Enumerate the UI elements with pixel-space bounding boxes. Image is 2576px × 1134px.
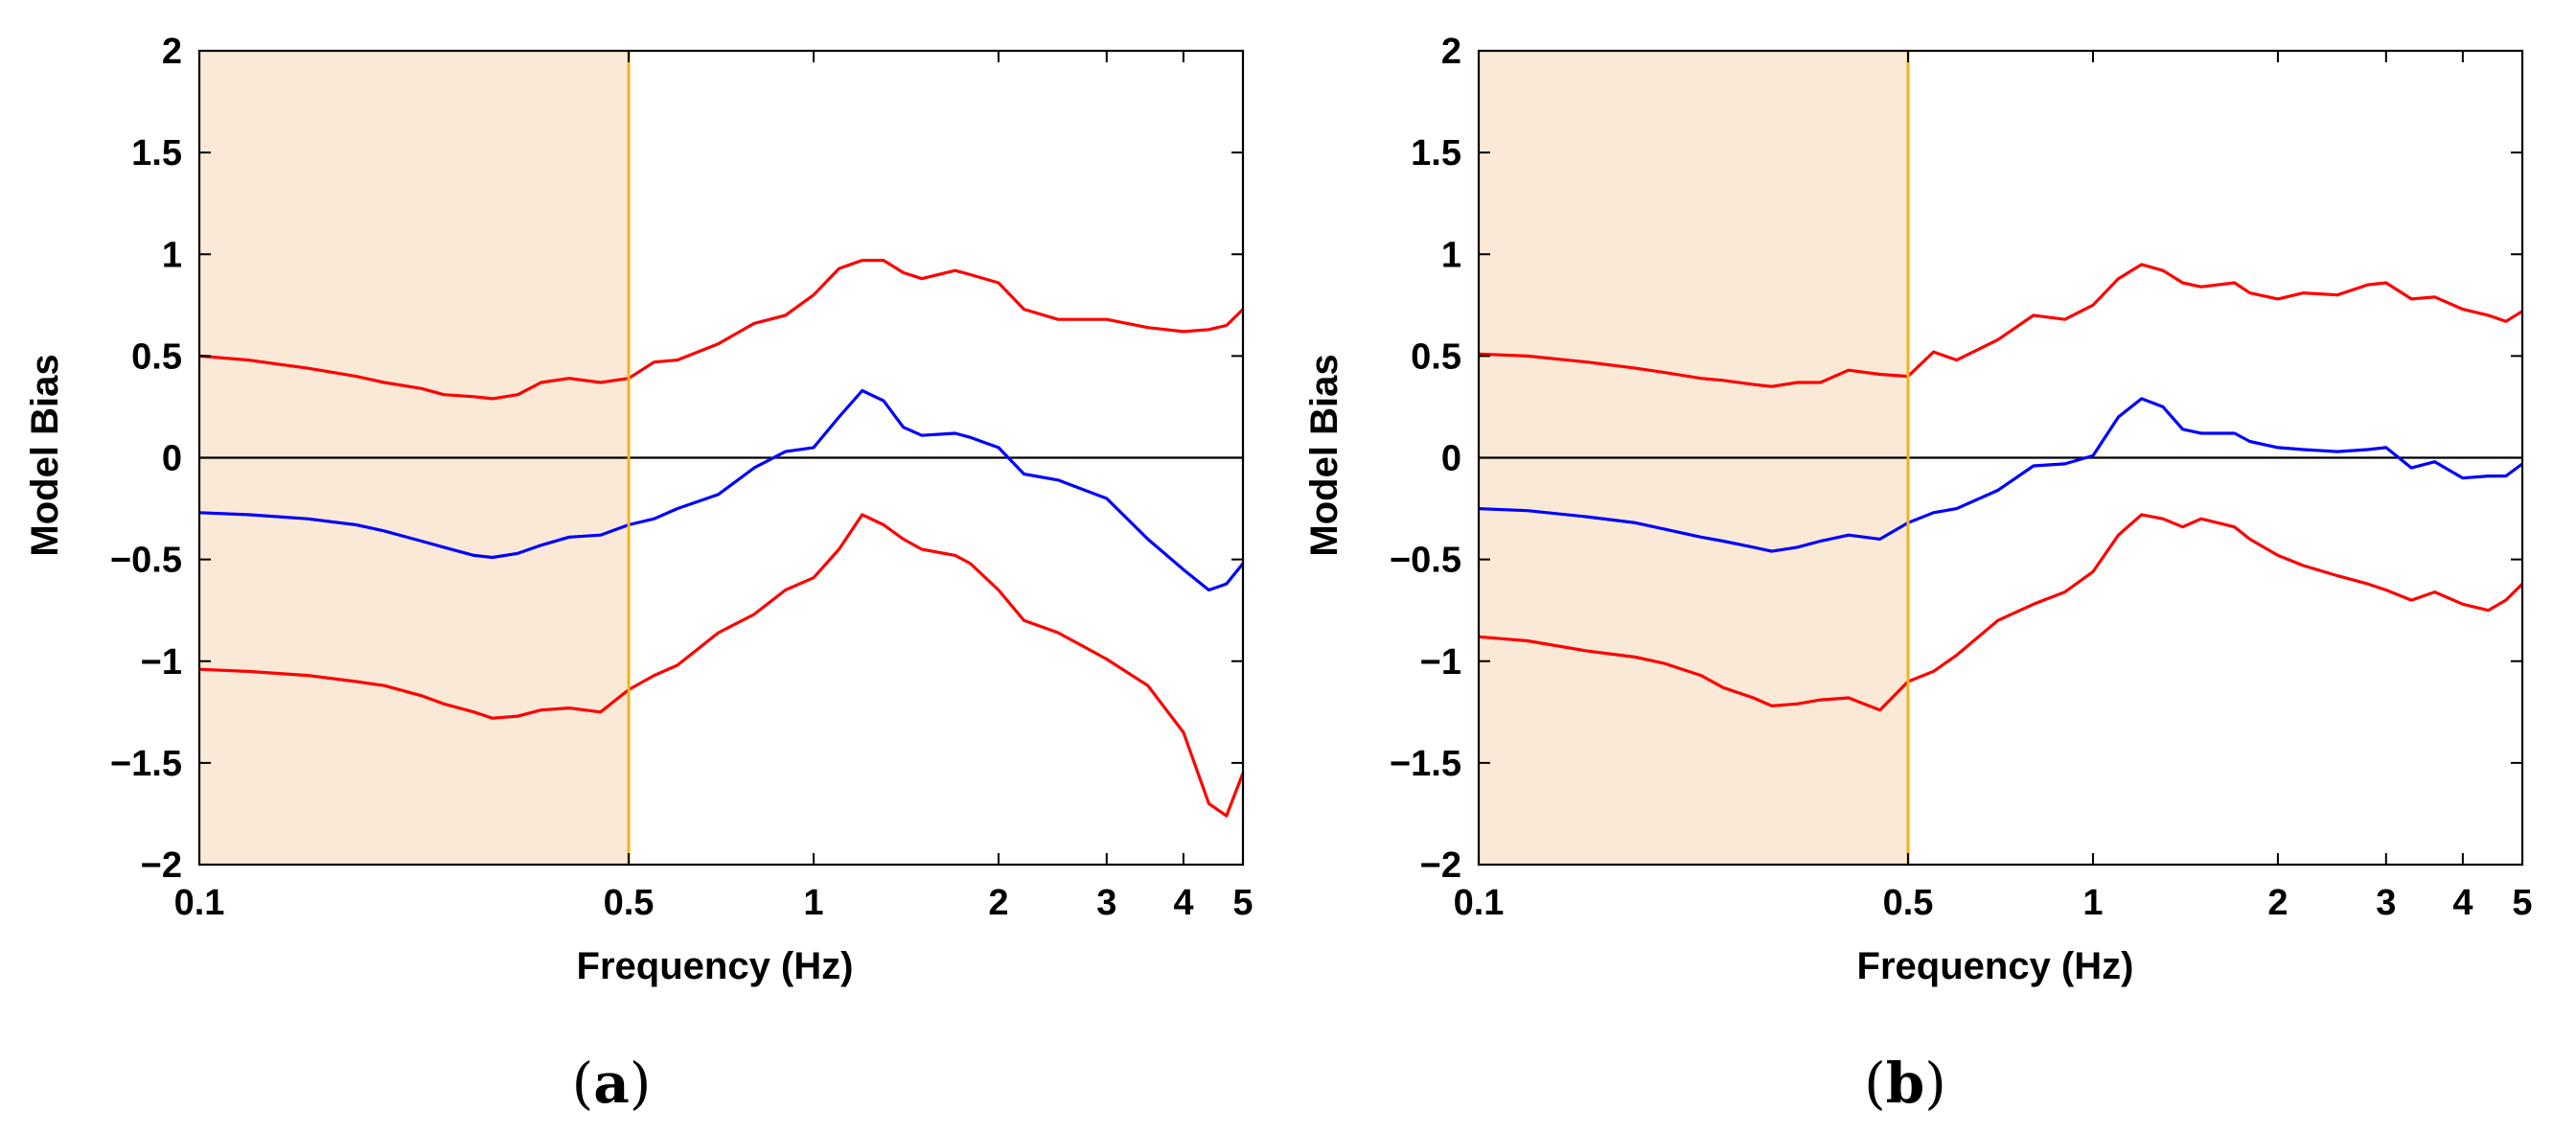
y-tick-label: 1.5 <box>131 133 182 174</box>
y-tick-label: −2 <box>1420 845 1461 886</box>
y-tick-label: −1.5 <box>1390 744 1461 784</box>
y-tick-label: −0.5 <box>1390 541 1461 581</box>
y-tick-label: −0.5 <box>110 541 182 581</box>
y-tick-label: 1 <box>1441 235 1461 275</box>
series-line-lower-bound <box>198 513 1245 818</box>
y-tick-label: 0.5 <box>1411 336 1461 377</box>
x-tick-label: 4 <box>1173 883 1193 923</box>
panel-caption-b: (b) <box>1864 1051 1946 1116</box>
x-tick-label: 2 <box>988 883 1008 923</box>
series-line-upper-bound <box>198 259 1245 401</box>
x-tick-label: 5 <box>1232 883 1253 923</box>
x-tick-label: 0.1 <box>174 883 225 923</box>
y-tick-label: −1 <box>141 642 182 683</box>
y-axis-title: Model Bias <box>1303 354 1346 556</box>
x-axis-title: Frequency (Hz) <box>1857 945 2134 987</box>
y-tick-label: 2 <box>162 32 182 72</box>
x-tick-label: 0.5 <box>1883 883 1934 923</box>
chart-panel-b: −2 −1.5 −1 −0.5 0 0.5 1 1.5 2 0.1 0.5 1 2 3 4 5 Frequen… <box>1303 32 2533 1116</box>
y-tick-label: 1 <box>162 235 182 275</box>
series-line-mean <box>198 388 1245 592</box>
y-axis-title: Model Bias <box>24 354 66 556</box>
y-tick-label: 2 <box>1441 32 1461 72</box>
series-line-mean <box>1478 397 2523 553</box>
x-tick-label: 5 <box>2512 883 2532 923</box>
x-tick-label: 3 <box>1096 883 1116 923</box>
y-tick-label: 0 <box>162 439 182 479</box>
x-tick-label: 0.5 <box>604 883 655 923</box>
y-tick-label: −2 <box>141 845 182 886</box>
x-tick-label: 1 <box>803 883 823 923</box>
y-tick-label: 0 <box>1441 439 1461 479</box>
panel-caption-a: (a) <box>572 1051 652 1116</box>
y-tick-label: 1.5 <box>1411 133 1461 174</box>
y-tick-label: −1.5 <box>110 744 182 784</box>
x-tick-label: 3 <box>2376 883 2396 923</box>
series-line-lower-bound <box>1478 513 2524 712</box>
y-tick-label: −1 <box>1420 642 1461 683</box>
x-tick-label: 1 <box>2082 883 2103 923</box>
x-axis-title: Frequency (Hz) <box>577 945 854 987</box>
x-tick-label: 4 <box>2452 883 2472 923</box>
y-tick-label: 0.5 <box>131 336 182 377</box>
chart-panel-a: −2 −1.5 −1 −0.5 0 0.5 1 1.5 2 0.1 0.5 1 2 3 4 5 Frequen… <box>24 32 1254 1116</box>
x-tick-label: 0.1 <box>1454 883 1505 923</box>
series-line-upper-bound <box>1478 263 2523 388</box>
x-tick-label: 2 <box>2267 883 2288 923</box>
